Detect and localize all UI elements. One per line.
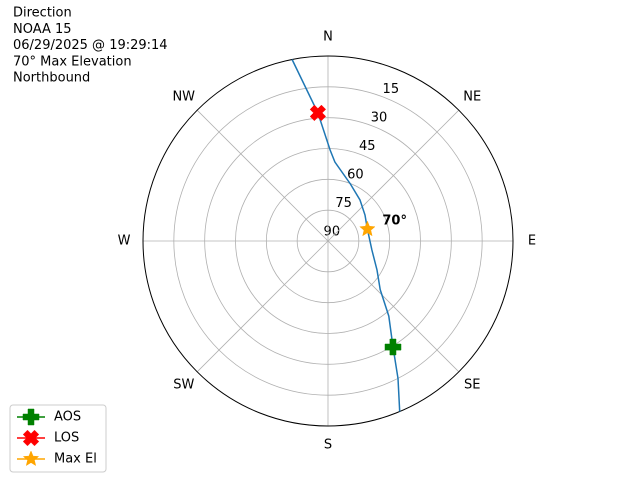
theta-tick-label: N bbox=[323, 30, 333, 45]
legend-marker bbox=[22, 408, 40, 426]
theta-tick-label: NE bbox=[463, 89, 481, 104]
annotation: 70° bbox=[382, 214, 407, 229]
theta-tick-label: S bbox=[324, 438, 332, 453]
title-line: Direction bbox=[13, 6, 72, 21]
legend-label: Max El bbox=[54, 452, 97, 467]
r-tick-label: 45 bbox=[359, 139, 376, 154]
theta-tick-label: NW bbox=[172, 89, 195, 104]
legend-marker bbox=[22, 450, 40, 467]
r-tick-label: 75 bbox=[335, 196, 352, 211]
title-line: NOAA 15 bbox=[13, 22, 72, 37]
marker-plus bbox=[384, 338, 402, 356]
theta-tick-label: SW bbox=[173, 378, 194, 393]
title-line: 06/29/2025 @ 19:29:14 bbox=[13, 38, 168, 53]
legend-label: AOS bbox=[54, 410, 81, 425]
r-tick-label: 30 bbox=[371, 110, 388, 125]
marker-x bbox=[309, 104, 327, 122]
r-tick-label: 60 bbox=[347, 167, 364, 182]
theta-tick-label: SE bbox=[464, 378, 480, 393]
grid-spoke bbox=[196, 240, 329, 373]
grid-spoke bbox=[196, 109, 329, 242]
theta-tick-label: W bbox=[118, 234, 131, 249]
title-line: 70° Max Elevation bbox=[13, 54, 132, 69]
legend-marker bbox=[22, 429, 40, 447]
grid-spoke bbox=[327, 240, 460, 373]
theta-tick-label: E bbox=[528, 234, 536, 249]
legend-label: LOS bbox=[54, 431, 79, 446]
legend: AOS LOS Max El bbox=[9, 404, 107, 473]
r-tick-label: 15 bbox=[383, 82, 400, 97]
grid-spoke bbox=[327, 109, 460, 242]
marker-star bbox=[359, 220, 376, 237]
title-line: Northbound bbox=[13, 71, 90, 86]
polar-frame bbox=[142, 55, 514, 427]
